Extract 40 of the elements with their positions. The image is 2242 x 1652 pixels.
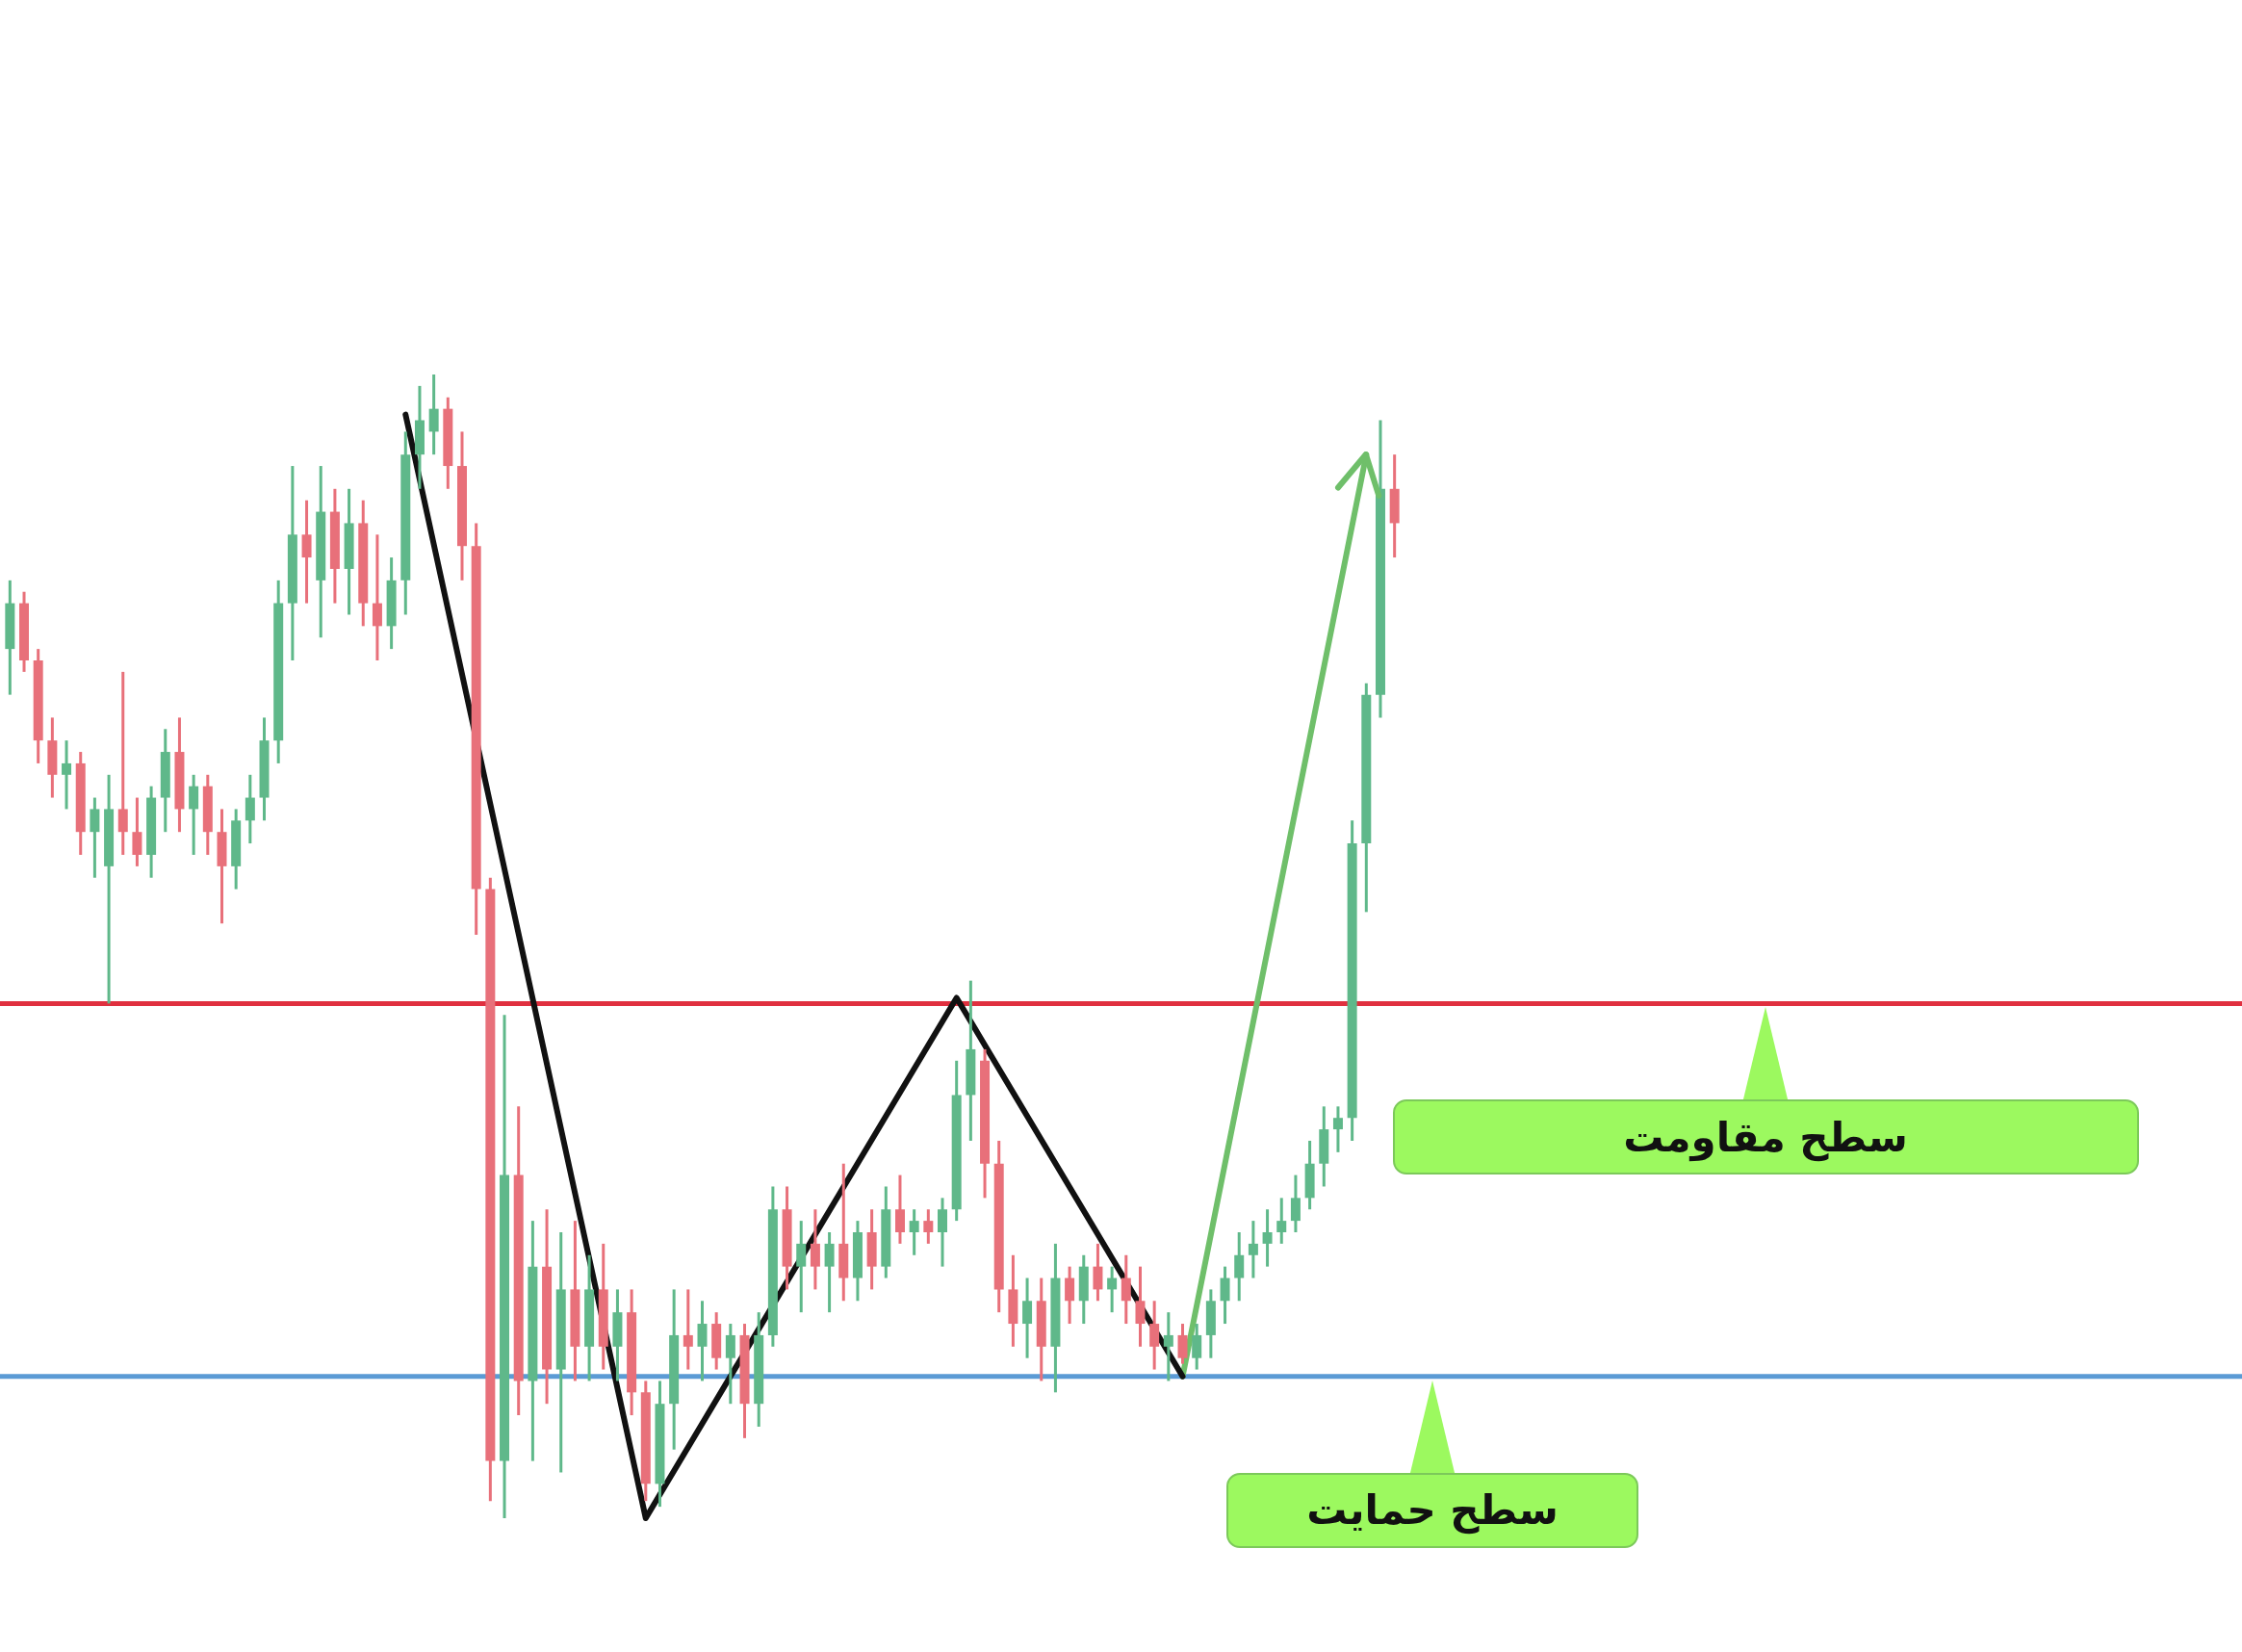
candlestick bbox=[938, 1198, 948, 1267]
candlestick bbox=[725, 1324, 735, 1406]
candlestick bbox=[1234, 1232, 1245, 1302]
candlestick bbox=[1248, 1221, 1258, 1278]
candlestick bbox=[90, 797, 100, 878]
candlestick bbox=[1163, 1312, 1173, 1381]
candlestick bbox=[1290, 1174, 1301, 1232]
candlestick bbox=[909, 1209, 919, 1255]
candlestick bbox=[1107, 1266, 1118, 1314]
candlestick bbox=[1332, 1106, 1343, 1152]
candlestick bbox=[189, 773, 199, 855]
candlestick bbox=[796, 1221, 807, 1314]
candlestick bbox=[245, 773, 255, 845]
candlestick bbox=[1276, 1198, 1287, 1244]
candlestick bbox=[894, 1174, 905, 1244]
candlestick bbox=[683, 1289, 693, 1370]
candlestick bbox=[62, 740, 72, 810]
callout-box: سطح مقاومت bbox=[1392, 1007, 2139, 1175]
ref-line-label: سطح مقاومت bbox=[1392, 1099, 2139, 1175]
candlestick bbox=[1121, 1253, 1131, 1326]
ref-line-label: سطح حمایت bbox=[1226, 1472, 1638, 1548]
candlestick bbox=[697, 1301, 708, 1381]
candlestick bbox=[1220, 1266, 1230, 1326]
candlestick bbox=[1177, 1324, 1188, 1364]
callout-box: سطح حمایت bbox=[1226, 1380, 1638, 1548]
candlestick bbox=[810, 1209, 820, 1290]
candlestick bbox=[1093, 1242, 1103, 1302]
candlestick bbox=[1192, 1324, 1202, 1370]
candlestick bbox=[1065, 1266, 1075, 1326]
candlestick bbox=[428, 374, 439, 456]
candlestick bbox=[301, 500, 312, 604]
candlestick bbox=[372, 534, 382, 660]
candlestick bbox=[117, 670, 128, 855]
candlestick bbox=[132, 797, 142, 866]
candlestick bbox=[1022, 1278, 1033, 1358]
candlestick bbox=[1262, 1209, 1273, 1267]
candlestick bbox=[824, 1232, 835, 1314]
candlestick bbox=[1149, 1301, 1160, 1370]
candlestick bbox=[1135, 1266, 1146, 1347]
candlestick bbox=[923, 1209, 934, 1244]
